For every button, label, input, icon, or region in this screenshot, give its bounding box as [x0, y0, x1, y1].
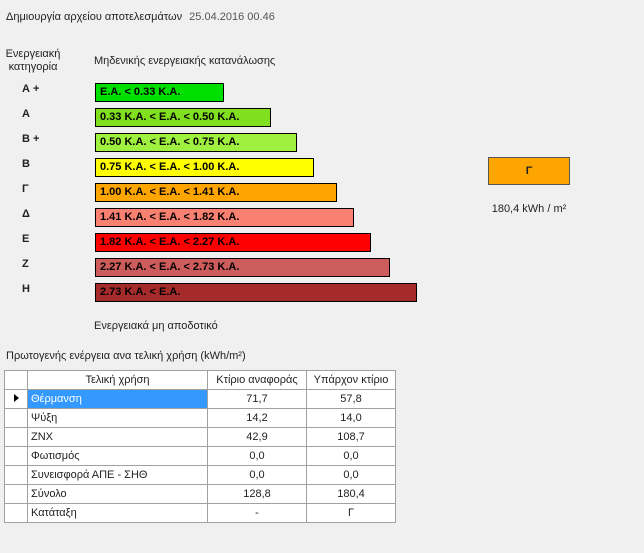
table-row[interactable]: Ψύξη 14,2 14,0: [4, 408, 396, 428]
table-row[interactable]: Σύνολο 128,8 180,4: [4, 484, 396, 504]
current-row-arrow-icon: [13, 394, 19, 402]
category-letter: Α +: [22, 83, 40, 95]
table-cell[interactable]: 14,0: [306, 408, 396, 428]
category-bar: 1.00 Κ.Α. < Ε.Α. < 1.41 Κ.Α.: [95, 183, 337, 202]
table-row[interactable]: Συνεισφορά ΑΠΕ - ΣΗΘ 0,0 0,0: [4, 465, 396, 485]
table-cell[interactable]: 108,7: [306, 427, 396, 447]
table-row[interactable]: Φωτισμός 0,0 0,0: [4, 446, 396, 466]
category-bar: 0.75 Κ.Α. < Ε.Α. < 1.00 Κ.Α.: [95, 158, 314, 177]
row-header-corner[interactable]: [4, 370, 28, 390]
category-heading: Ενεργειακή κατηγορία: [0, 48, 66, 74]
row-header[interactable]: [4, 408, 28, 428]
category-letter: Α: [22, 108, 30, 120]
table-cell[interactable]: Σύνολο: [27, 484, 208, 504]
category-bar: 1.41 Κ.Α. < Ε.Α. < 1.82 Κ.Α.: [95, 208, 354, 227]
table-cell[interactable]: -: [207, 503, 307, 523]
row-header[interactable]: [4, 427, 28, 447]
category-letter: Ζ: [22, 258, 29, 270]
category-bar: 2.27 Κ.Α. < Ε.Α. < 2.73 Κ.Α.: [95, 258, 390, 277]
scale-top-label: Μηδενικής ενεργειακής κατανάλωσης: [94, 55, 276, 67]
table-cell[interactable]: 42,9: [207, 427, 307, 447]
category-bar: 0.50 Κ.Α. < Ε.Α. < 0.75 Κ.Α.: [95, 133, 297, 152]
row-header[interactable]: [4, 389, 28, 409]
category-bar: Ε.Α. < 0.33 Κ.Α.: [95, 83, 224, 102]
table-cell[interactable]: Γ: [306, 503, 396, 523]
header-timestamp: 25.04.2016 00.46: [189, 11, 275, 23]
table-cell[interactable]: Κατάταξη: [27, 503, 208, 523]
category-bar: 1.82 Κ.Α. < Ε.Α. < 2.27 Κ.Α.: [95, 233, 371, 252]
table-cell[interactable]: 0,0: [306, 446, 396, 466]
column-header[interactable]: Υπάρχον κτίριο: [306, 370, 396, 390]
category-letter: Ε: [22, 233, 30, 245]
result-energy-value: 180,4 kWh / m²: [491, 203, 567, 215]
table-cell[interactable]: ΖΝΧ: [27, 427, 208, 447]
table-cell[interactable]: Συνεισφορά ΑΠΕ - ΣΗΘ: [27, 465, 208, 485]
table-row[interactable]: Κατάταξη - Γ: [4, 503, 396, 523]
table-row[interactable]: ΖΝΧ 42,9 108,7: [4, 427, 396, 447]
row-header[interactable]: [4, 446, 28, 466]
table-cell[interactable]: 128,8: [207, 484, 307, 504]
scale-bottom-label: Ενεργειακά μη αποδοτικό: [94, 320, 218, 332]
table-cell[interactable]: Θέρμανση: [27, 389, 208, 409]
category-letter: Η: [22, 283, 30, 295]
table-row[interactable]: Θέρμανση 71,7 57,8: [4, 389, 396, 409]
category-bar: 2.73 Κ.Α. < Ε.Α.: [95, 283, 417, 302]
row-header[interactable]: [4, 503, 28, 523]
table-cell[interactable]: 180,4: [306, 484, 396, 504]
table-cell[interactable]: 0,0: [306, 465, 396, 485]
row-header[interactable]: [4, 484, 28, 504]
energy-table[interactable]: Τελική χρήση Κτίριο αναφοράς Υπάρχον κτί…: [4, 370, 396, 523]
table-title: Πρωτογενής ενέργεια ανα τελική χρήση (kW…: [6, 350, 246, 362]
category-letter: Β +: [22, 133, 40, 145]
table-cell[interactable]: 0,0: [207, 446, 307, 466]
table-cell[interactable]: 0,0: [207, 465, 307, 485]
row-header[interactable]: [4, 465, 28, 485]
table-cell[interactable]: Ψύξη: [27, 408, 208, 428]
result-category-box: Γ: [488, 157, 570, 185]
table-cell[interactable]: Φωτισμός: [27, 446, 208, 466]
category-heading-line2: κατηγορία: [8, 61, 58, 73]
table-cell[interactable]: 71,7: [207, 389, 307, 409]
report-header: Δημιουργία αρχείου αποτελεσμάτων 25.04.2…: [6, 11, 275, 23]
category-heading-line1: Ενεργειακή: [5, 48, 61, 60]
category-letter: Δ: [22, 208, 30, 220]
category-letter: Β: [22, 158, 30, 170]
table-header-row: Τελική χρήση Κτίριο αναφοράς Υπάρχον κτί…: [4, 370, 396, 390]
header-title: Δημιουργία αρχείου αποτελεσμάτων: [6, 11, 183, 23]
category-letter: Γ: [22, 183, 29, 195]
column-header[interactable]: Τελική χρήση: [27, 370, 208, 390]
table-cell[interactable]: 14,2: [207, 408, 307, 428]
category-bar: 0.33 Κ.Α. < Ε.Α. < 0.50 Κ.Α.: [95, 108, 271, 127]
column-header[interactable]: Κτίριο αναφοράς: [207, 370, 307, 390]
table-cell[interactable]: 57,8: [306, 389, 396, 409]
